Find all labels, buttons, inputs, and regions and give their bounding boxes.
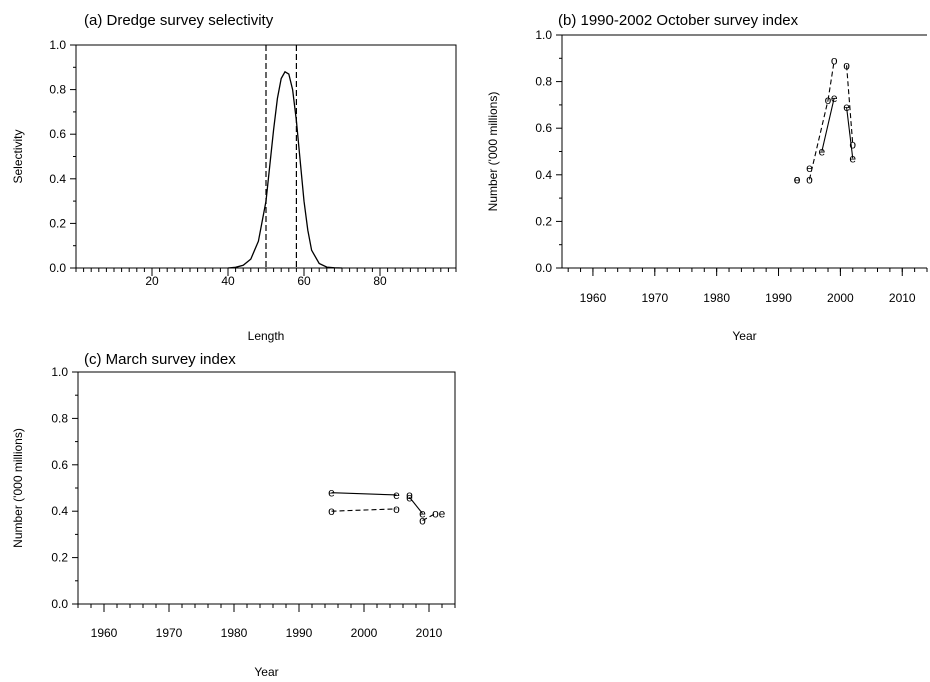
chart-title: (b) 1990-2002 October survey index	[558, 12, 799, 29]
data-point-marker: o	[794, 172, 801, 186]
data-point-marker: o	[419, 513, 426, 527]
data-point-marker: e	[328, 486, 335, 500]
x-tick-label: 1960	[580, 291, 607, 305]
series-segment	[331, 508, 397, 512]
x-tick-label: 20	[145, 274, 159, 288]
data-point-marker: o	[406, 488, 413, 502]
y-tick-label: 0.8	[49, 83, 66, 97]
series-segment	[821, 97, 835, 152]
x-tick-label: 1980	[221, 626, 248, 640]
y-tick-label: 0.8	[535, 75, 552, 89]
series-segment	[808, 100, 829, 180]
y-tick-label: 0.4	[535, 168, 552, 182]
data-point-marker: e	[818, 145, 825, 159]
data-point-marker: o	[843, 58, 850, 72]
y-tick-label: 0.4	[49, 172, 66, 186]
y-tick-label: 1.0	[51, 365, 68, 379]
x-tick-label: 1980	[703, 291, 730, 305]
y-axis-label: Number ('000 millions)	[486, 92, 500, 212]
data-point-marker: e	[406, 490, 413, 504]
data-point-marker: e	[419, 507, 426, 521]
chart-panel-2: (c) March survey index 0.0 0.2 0.4 0.6 0.8 1.0…	[11, 351, 456, 679]
y-tick-label: 0.6	[51, 458, 68, 472]
data-point-marker: e	[794, 172, 801, 186]
data-point-marker: o	[432, 507, 439, 521]
y-tick-label: 0.6	[535, 121, 552, 135]
x-tick-label: 2010	[889, 291, 916, 305]
chart-title: (a) Dredge survey selectivity	[84, 12, 274, 29]
chart-title: (c) March survey index	[84, 351, 236, 368]
data-point-marker: e	[393, 488, 400, 502]
y-tick-label: 0.4	[51, 504, 68, 518]
y-tick-label: 0.0	[49, 261, 66, 275]
y-tick-label: 0.2	[49, 216, 66, 230]
data-point-marker: o	[806, 172, 813, 186]
x-tick-label: 1970	[156, 626, 183, 640]
x-tick-label: 80	[373, 274, 387, 288]
x-tick-label: 1990	[765, 291, 792, 305]
series-segment	[846, 107, 854, 159]
x-tick-label: 2000	[351, 626, 378, 640]
y-tick-label: 0.6	[49, 127, 66, 141]
chart-panel-0: (a) Dredge survey selectivity 0.0 0.2 0.4 0.…	[11, 12, 457, 343]
data-point-marker: e	[439, 507, 446, 521]
x-tick-label: 2000	[827, 291, 854, 305]
data-point-marker: e	[831, 91, 838, 105]
y-tick-label: 0.0	[51, 597, 68, 611]
series-segment	[409, 496, 423, 514]
data-point-marker: o	[849, 138, 856, 152]
data-point-marker: o	[831, 54, 838, 68]
x-axis-label: Year	[732, 329, 756, 343]
x-tick-label: 40	[221, 274, 235, 288]
x-tick-label: 1970	[641, 291, 668, 305]
series-segment	[846, 65, 854, 145]
series-segment	[827, 60, 835, 101]
series-segment	[422, 513, 436, 521]
x-tick-label: 60	[297, 274, 311, 288]
y-axis-label: Number ('000 millions)	[11, 428, 25, 548]
x-tick-label: 2010	[416, 626, 443, 640]
y-axis-label: Selectivity	[11, 129, 25, 183]
x-axis-label: Length	[248, 329, 285, 343]
y-tick-label: 0.2	[535, 214, 552, 228]
series-line	[227, 70, 343, 269]
series-segment	[331, 492, 397, 496]
y-tick-label: 1.0	[49, 38, 66, 52]
y-tick-label: 1.0	[535, 28, 552, 42]
data-point-marker: o	[393, 502, 400, 516]
data-point-marker: e	[806, 161, 813, 175]
y-tick-label: 0.8	[51, 411, 68, 425]
data-point-marker: o	[328, 504, 335, 518]
y-tick-label: 0.0	[535, 261, 552, 275]
data-point-marker: e	[849, 151, 856, 165]
data-point-marker: e	[843, 100, 850, 114]
y-tick-label: 0.2	[51, 551, 68, 565]
x-axis-label: Year	[254, 665, 278, 679]
data-point-marker: o	[825, 93, 832, 107]
x-tick-label: 1990	[286, 626, 313, 640]
x-tick-label: 1960	[91, 626, 118, 640]
chart-panel-1: (b) 1990-2002 October survey index 0.0 0.2…	[486, 12, 928, 343]
